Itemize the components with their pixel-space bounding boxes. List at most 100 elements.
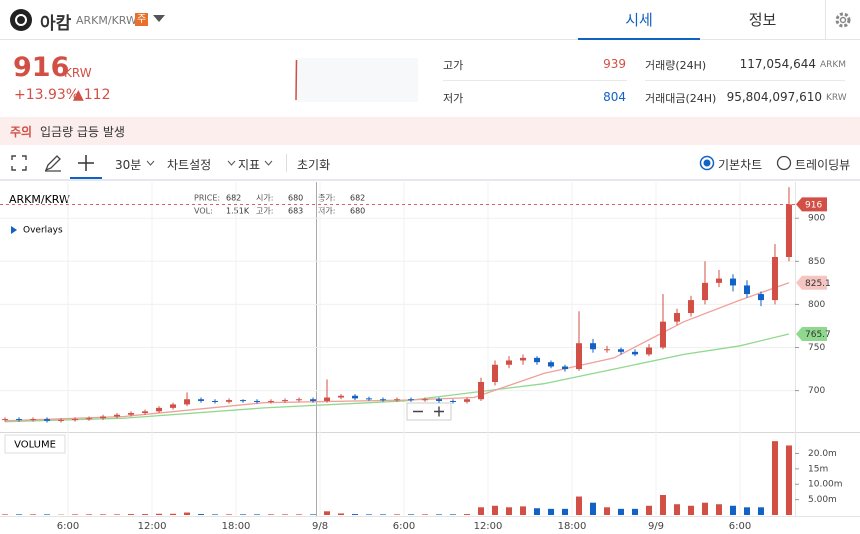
info-label: 고가:	[256, 207, 273, 216]
candle-body	[729, 278, 736, 286]
info-value: 682	[350, 194, 365, 203]
stat-value: 939	[603, 57, 626, 71]
candle-body	[58, 419, 65, 421]
caret	[146, 160, 155, 166]
y-tick-label: 15m	[808, 464, 828, 474]
candle-body	[422, 399, 429, 401]
tab[interactable]: 정보	[748, 11, 777, 29]
candle-body	[547, 362, 554, 367]
market: ARKM/KRW	[76, 14, 137, 27]
overlays-toggle[interactable]: Overlays	[23, 226, 63, 236]
volume-bar	[30, 514, 37, 515]
candle-body	[645, 347, 652, 355]
candle-body	[86, 418, 93, 420]
volume-bar	[72, 514, 79, 515]
currency: KRW	[64, 66, 92, 80]
reset-button[interactable]: 초기화	[297, 158, 331, 172]
info-label: 시가:	[256, 194, 273, 203]
volume-bar	[338, 513, 345, 515]
crosshair-tool[interactable]	[70, 148, 102, 179]
volume-bar	[100, 514, 107, 515]
interval-select[interactable]: 30분	[115, 158, 142, 172]
candle-body	[408, 399, 415, 401]
tab[interactable]: 시세	[578, 0, 700, 40]
candle-body	[184, 399, 191, 405]
info-value: 1.51K	[226, 207, 250, 216]
volume-bar	[785, 445, 792, 515]
price-tag	[796, 197, 827, 212]
divider	[286, 154, 287, 172]
candle-body	[142, 411, 149, 414]
candle-body	[2, 419, 9, 421]
stat-unit: ARKM	[820, 60, 847, 70]
info-label: PRICE:	[194, 194, 220, 203]
price: 916	[13, 52, 70, 83]
volume-bar	[701, 502, 708, 515]
candle-body	[687, 300, 694, 314]
candle-body	[310, 399, 317, 401]
x-tick-label: 6:00	[393, 521, 415, 532]
settings-icon[interactable]	[834, 11, 852, 29]
x-tick-label: 6:00	[57, 521, 79, 532]
candle-body	[520, 357, 527, 361]
volume-bar	[282, 514, 289, 515]
volume-bar	[324, 511, 331, 515]
radio-label[interactable]: 기본차트	[718, 158, 763, 172]
volume-bar	[436, 514, 443, 515]
y-tick-label: 10.00m	[808, 480, 843, 490]
candle-body	[757, 294, 764, 301]
dropdown-icon[interactable]	[153, 15, 165, 23]
candle-body	[506, 360, 513, 365]
draw-icon[interactable]	[44, 154, 62, 172]
volume-bar	[394, 514, 401, 515]
candle-body	[631, 351, 638, 355]
volume-bar	[743, 507, 750, 515]
menu[interactable]: 지표	[238, 158, 261, 172]
candle-body	[478, 382, 485, 400]
candle-body	[715, 278, 722, 283]
candle-body	[436, 399, 443, 401]
candle-body	[743, 285, 750, 295]
x-tick-label: 12:00	[138, 521, 167, 532]
radio[interactable]	[776, 155, 792, 171]
volume-bar	[128, 514, 135, 515]
y-tick-label: 700	[808, 386, 825, 396]
volume-bar	[631, 508, 638, 515]
volume-bar	[422, 514, 429, 515]
radio-selected[interactable]	[699, 155, 715, 171]
volume-bar	[506, 507, 513, 515]
volume-bar	[310, 514, 317, 515]
volume-bar	[464, 514, 471, 515]
info-value: 680	[350, 207, 365, 216]
volume-bar	[156, 513, 163, 515]
volume-bar	[533, 508, 540, 515]
divider	[825, 0, 826, 40]
x-tick-label: 9/9	[648, 521, 664, 532]
chart: ARKM/KRW Overlays VOLUME PRICE: 682 시가: 680…	[0, 182, 860, 532]
candle-body	[282, 400, 289, 402]
radio-label[interactable]: 트레이딩뷰	[795, 158, 851, 172]
volume-bar	[520, 506, 527, 515]
x-tick-label: 12:00	[474, 521, 503, 532]
fullscreen-icon[interactable]	[11, 155, 27, 171]
coin-logo	[10, 9, 32, 31]
stat-value: 95,804,097,610	[726, 90, 822, 104]
volume-bar	[2, 514, 9, 515]
candle-body	[617, 349, 624, 352]
volume-bar	[575, 496, 582, 515]
candle-body	[561, 366, 568, 370]
moving-average	[4, 333, 790, 423]
notice-bar: 주의 입금량 급등 발생	[0, 117, 860, 145]
menu[interactable]: 차트설정	[167, 158, 212, 172]
zoom-buttons[interactable]	[413, 406, 444, 417]
x-tick-label: 18:00	[222, 521, 251, 532]
price-tag-label: 765.7	[805, 330, 831, 340]
volume-bar	[240, 514, 247, 515]
volume-bar	[86, 514, 93, 515]
info-label: VOL:	[194, 207, 213, 216]
moving-average	[4, 282, 790, 422]
stat-label: 고가	[443, 59, 464, 72]
volume-bar	[687, 505, 694, 515]
volume-bar	[673, 504, 680, 515]
candle-body	[240, 400, 247, 402]
